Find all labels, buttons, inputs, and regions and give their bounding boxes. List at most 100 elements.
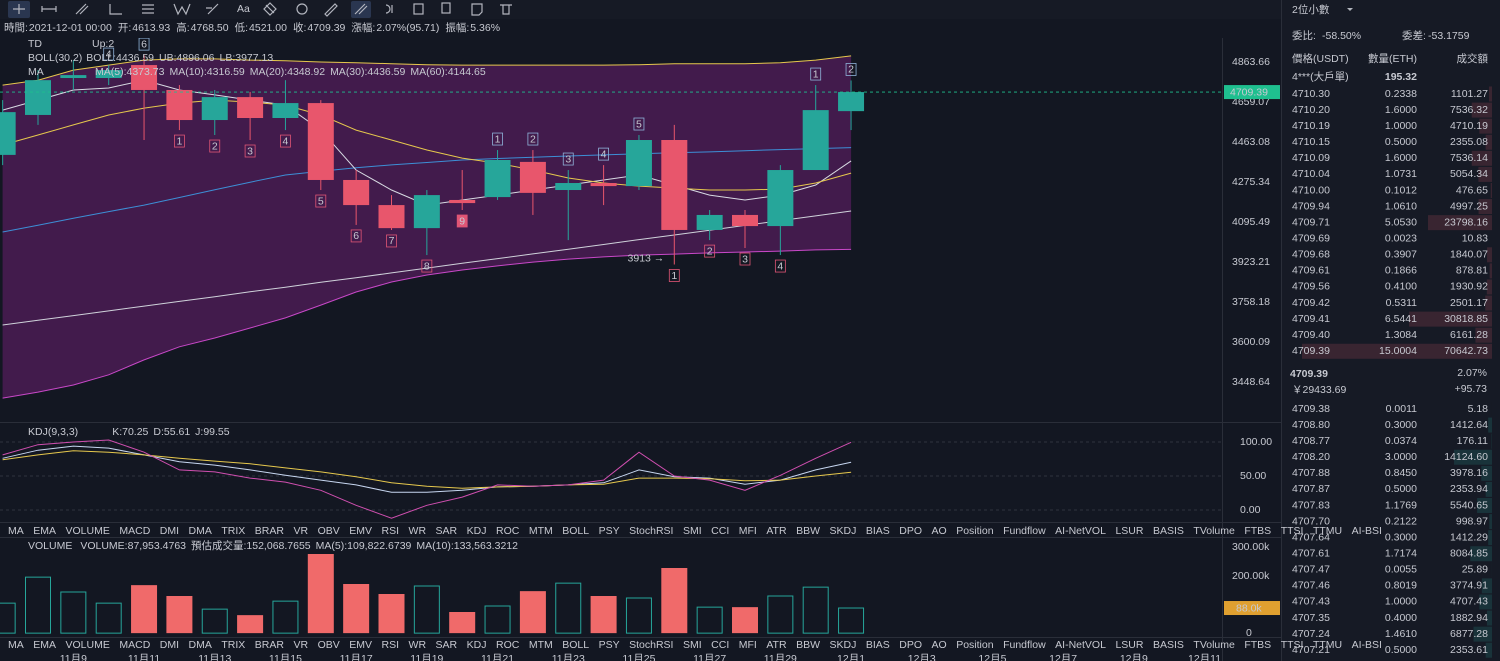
indicator-tab[interactable]: SKDJ	[829, 525, 856, 537]
hide-icon[interactable]	[385, 4, 393, 14]
indicator-tab[interactable]: EMV	[349, 639, 372, 651]
indicator-tab[interactable]: AO	[932, 639, 947, 651]
indicator-tab[interactable]: CCI	[711, 525, 729, 537]
indicator-tab[interactable]: SAR	[436, 525, 458, 537]
pattern-icon[interactable]	[173, 3, 191, 16]
indicator-tab[interactable]: OBV	[318, 525, 340, 537]
font-button[interactable]: Aa	[237, 3, 250, 15]
precision-select[interactable]: 2位小數	[1292, 3, 1330, 16]
indicator-tab[interactable]: AI-NetVOL	[1055, 639, 1106, 651]
indicator-tab[interactable]: SAR	[436, 639, 458, 651]
indicator-tab[interactable]: LSUR	[1115, 639, 1143, 651]
indicator-tab[interactable]: AI-BSI	[1352, 639, 1382, 651]
indicator-tab[interactable]: SKDJ	[829, 639, 856, 651]
indicator-tab[interactable]: DPO	[899, 639, 922, 651]
indicator-tab[interactable]: ROC	[496, 639, 520, 651]
angle-icon[interactable]	[109, 4, 122, 15]
indicator-tab[interactable]: WR	[409, 639, 427, 651]
indicator-tab[interactable]: VR	[293, 525, 308, 537]
indicator-tab[interactable]: BASIS	[1153, 639, 1184, 651]
indicator-tab[interactable]: Fundflow	[1003, 525, 1046, 537]
indicator-tab[interactable]: MFI	[739, 525, 757, 537]
indicator-tab[interactable]: KDJ	[467, 525, 487, 537]
indicator-tab[interactable]: StochRSI	[629, 525, 673, 537]
indicator-tab[interactable]: WR	[409, 525, 427, 537]
indicator-tab[interactable]: PSY	[599, 525, 620, 537]
indicator-tab[interactable]: TTSI	[1281, 525, 1304, 537]
indicator-tab[interactable]: FTBS	[1244, 639, 1271, 651]
tool-active[interactable]	[351, 1, 371, 18]
indicator-tab[interactable]: BBW	[796, 639, 820, 651]
magnet-icon[interactable]	[296, 3, 308, 15]
indicator-tab[interactable]: MTM	[529, 639, 553, 651]
indicator-tab[interactable]: KDJ	[467, 639, 487, 651]
indicator-tab[interactable]: TTMU	[1313, 525, 1342, 537]
indicator-tab[interactable]: EMA	[33, 639, 56, 651]
indicator-tab[interactable]: RSI	[382, 525, 400, 537]
indicator-tab[interactable]: TRIX	[221, 525, 245, 537]
indicator-tab[interactable]: BIAS	[866, 639, 890, 651]
indicator-tab[interactable]: TRIX	[221, 639, 245, 651]
indicator-tab[interactable]: PSY	[599, 639, 620, 651]
indicator-tab[interactable]: ATR	[766, 525, 787, 537]
eraser-icon[interactable]	[263, 2, 277, 16]
indicator-tab[interactable]: CCI	[711, 639, 729, 651]
indicator-tab[interactable]: DMI	[160, 639, 179, 651]
indicator-tab[interactable]: Position	[956, 525, 994, 537]
indicator-tab[interactable]: StochRSI	[629, 639, 673, 651]
indicator-tab[interactable]: BOLL	[562, 525, 589, 537]
paste-icon[interactable]	[441, 2, 451, 14]
delete-icon[interactable]	[500, 4, 512, 15]
indicator-tab[interactable]: RSI	[382, 639, 400, 651]
indicator-tab[interactable]: DMA	[189, 639, 212, 651]
indicator-tab[interactable]: AO	[932, 525, 947, 537]
indicator-tab[interactable]: AI-NetVOL	[1055, 525, 1106, 537]
indicator-tab[interactable]: LSUR	[1115, 525, 1143, 537]
indicator-tab[interactable]: TVolume	[1193, 525, 1235, 537]
indicator-tab[interactable]: MA	[8, 525, 24, 537]
fib-icon[interactable]	[142, 4, 154, 14]
indicator-tab[interactable]: BOLL	[562, 639, 589, 651]
line-icon[interactable]	[41, 6, 57, 12]
note-icon[interactable]	[471, 3, 483, 16]
toolbar-icons[interactable]	[8, 1, 512, 18]
indicator-tab[interactable]: Position	[956, 639, 994, 651]
indicator-tab[interactable]: VR	[293, 639, 308, 651]
dropdown-arrow[interactable]	[1347, 8, 1353, 11]
lock-icon[interactable]	[354, 3, 368, 15]
indicator-tab[interactable]: VOLUME	[66, 639, 110, 651]
indicator-tab[interactable]: DMA	[189, 525, 212, 537]
indicator-tab[interactable]: SMI	[683, 639, 702, 651]
indicator-tab[interactable]: Fundflow	[1003, 639, 1046, 651]
copy-icon[interactable]	[413, 3, 424, 15]
indicator-tab[interactable]: TVolume	[1193, 639, 1235, 651]
measure-icon[interactable]	[206, 3, 219, 15]
indicator-tab[interactable]: FTBS	[1244, 525, 1271, 537]
indicator-tab[interactable]: ROC	[496, 525, 520, 537]
indicator-tab[interactable]: BBW	[796, 525, 820, 537]
indicator-tab[interactable]: TTMU	[1313, 639, 1342, 651]
indicator-tab[interactable]: SMI	[683, 525, 702, 537]
indicator-tab[interactable]: TTSI	[1281, 639, 1304, 651]
indicator-tab[interactable]: BASIS	[1153, 525, 1184, 537]
indicator-tab[interactable]: DMI	[160, 525, 179, 537]
indicator-tab[interactable]: AI-BSI	[1352, 525, 1382, 537]
indicator-tab[interactable]: DPO	[899, 525, 922, 537]
pen-icon[interactable]	[324, 3, 338, 17]
indicator-tab[interactable]: MACD	[119, 525, 150, 537]
crosshair-icon[interactable]	[13, 4, 25, 14]
candle-body	[449, 199, 476, 204]
indicator-tab[interactable]: MACD	[119, 639, 150, 651]
indicator-tab[interactable]: MFI	[739, 639, 757, 651]
indicator-tab[interactable]: BRAR	[255, 525, 285, 537]
indicator-tab[interactable]: BRAR	[255, 639, 285, 651]
indicator-tab[interactable]: EMV	[349, 525, 372, 537]
indicator-tab[interactable]: MTM	[529, 525, 553, 537]
ray-icon[interactable]	[75, 3, 89, 15]
indicator-tab[interactable]: OBV	[318, 639, 340, 651]
indicator-tab[interactable]: BIAS	[866, 525, 890, 537]
indicator-tab[interactable]: MA	[8, 639, 24, 651]
indicator-tab[interactable]: VOLUME	[66, 525, 110, 537]
indicator-tab[interactable]: ATR	[766, 639, 787, 651]
indicator-tab[interactable]: EMA	[33, 525, 56, 537]
